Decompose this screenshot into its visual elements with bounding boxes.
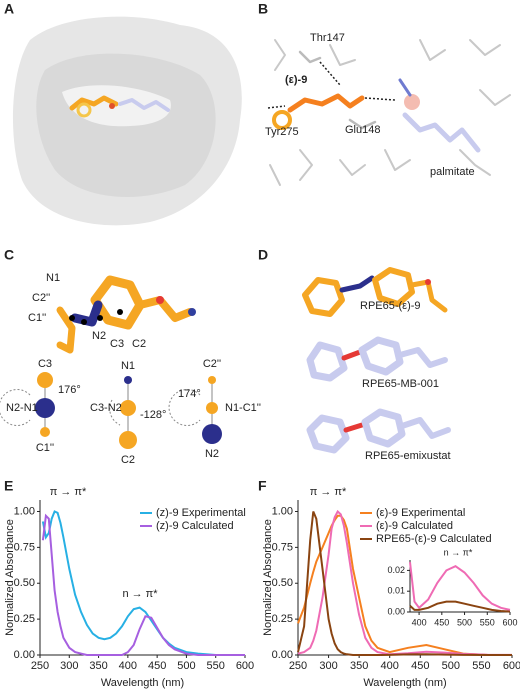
annotation: n → π* [444, 547, 473, 557]
x-tick-label: 550 [207, 660, 225, 672]
atom-label: N1 [121, 360, 135, 372]
molecule-label: RPE65-emixustat [365, 450, 451, 462]
y-tick-label: 1.00 [14, 505, 35, 517]
bond-label: N1-C1'' [225, 402, 261, 414]
atom-label: N1 [46, 272, 60, 284]
atom-label: C2'' [32, 292, 50, 304]
molecule [302, 267, 451, 454]
y-tick-label: 0.50 [272, 577, 293, 589]
legend-label: (ε)-9 Calculated [376, 520, 453, 532]
angle-label: 174° [178, 388, 201, 400]
x-tick-label: 600 [236, 660, 254, 672]
residue-label: Thr147 [310, 32, 345, 44]
series-line [297, 511, 512, 656]
legend-label: RPE65-(ε)-9 Calculated [376, 533, 492, 545]
y-axis-label: Normalized Absorbance [4, 519, 16, 636]
x-axis-label: Wavelength (nm) [363, 677, 446, 689]
x-tick-label: 500 [442, 660, 460, 672]
x-tick-label: 350 [350, 660, 368, 672]
molecule-label: RPE65-(ε)-9 [360, 300, 421, 312]
x-tick-label: 500 [177, 660, 195, 672]
x-tick-label: 550 [472, 660, 490, 672]
x-tick-label: 450 [434, 617, 449, 627]
molecule [56, 275, 196, 354]
bond-label: C3-N2 [90, 402, 122, 414]
y-tick-label: 0.75 [14, 541, 35, 553]
x-tick-label: 400 [381, 660, 399, 672]
y-axis-label: Normalized Absorbance [262, 519, 274, 636]
y-tick-label: 1.00 [272, 505, 293, 517]
angle-label: -128° [140, 409, 166, 421]
y-tick-label: 0.01 [387, 586, 405, 596]
y-tick-label: 0.00 [272, 649, 293, 661]
projection [0, 372, 222, 449]
angle-label: 176° [58, 384, 81, 396]
annotation: π → π* [50, 486, 87, 498]
y-tick-label: 0.25 [14, 613, 35, 625]
atom-label: C2'' [203, 358, 221, 370]
residue-label: Glu148 [345, 124, 380, 136]
x-tick-label: 500 [457, 617, 472, 627]
panel-letter: C [4, 247, 14, 263]
bond-label: N2-N1 [6, 402, 38, 414]
y-tick-label: 0.00 [14, 649, 35, 661]
legend-label: (z)-9 Calculated [156, 520, 234, 532]
y-tick-label: 0.50 [14, 577, 35, 589]
series-line [409, 600, 511, 613]
x-tick-label: 250 [31, 660, 49, 672]
x-tick-label: 350 [89, 660, 107, 672]
atom-label: C1'' [28, 312, 46, 324]
panel-letter: F [258, 478, 267, 494]
x-tick-label: 450 [148, 660, 166, 672]
legend-label: (z)-9 Experimental [156, 507, 246, 519]
protein-surface [12, 16, 242, 226]
atom-label: C2 [132, 338, 146, 350]
atom-label: N2 [92, 330, 106, 342]
x-axis-label: Wavelength (nm) [101, 677, 184, 689]
panel-letter: D [258, 247, 268, 263]
atom-label: C3 [38, 358, 52, 370]
residue-label: Tyr275 [265, 126, 299, 138]
x-tick-label: 550 [480, 617, 495, 627]
y-tick-label: 0.00 [387, 606, 405, 616]
x-tick-label: 450 [411, 660, 429, 672]
series-line [41, 513, 245, 656]
series-line [297, 514, 512, 656]
series-line [297, 509, 513, 656]
atom-label: C2 [121, 454, 135, 466]
atom-label: C1'' [36, 442, 54, 454]
series-line [409, 561, 511, 611]
binding-site [267, 39, 511, 186]
series-line [41, 510, 245, 656]
y-tick-label: 0.02 [387, 565, 405, 575]
panel-letter: E [4, 478, 13, 494]
x-tick-label: 600 [502, 617, 517, 627]
panel-letter: B [258, 1, 268, 17]
residue-label: palmitate [430, 166, 475, 178]
molecule-label: RPE65-MB-001 [362, 378, 439, 390]
ligand-label: (ε)-9 [285, 74, 307, 86]
legend-label: (ε)-9 Experimental [376, 507, 465, 519]
panel-letter: A [4, 1, 14, 17]
x-tick-label: 400 [119, 660, 137, 672]
x-tick-label: 300 [319, 660, 337, 672]
atom-label: C3 [110, 338, 124, 350]
y-tick-label: 0.25 [272, 613, 293, 625]
x-tick-label: 250 [289, 660, 307, 672]
x-tick-label: 400 [412, 617, 427, 627]
annotation: n → π* [122, 588, 158, 600]
x-tick-label: 300 [60, 660, 78, 672]
atom-label: N2 [205, 448, 219, 460]
x-tick-label: 600 [503, 660, 520, 672]
y-tick-label: 0.75 [272, 541, 293, 553]
annotation: π → π* [310, 486, 347, 498]
